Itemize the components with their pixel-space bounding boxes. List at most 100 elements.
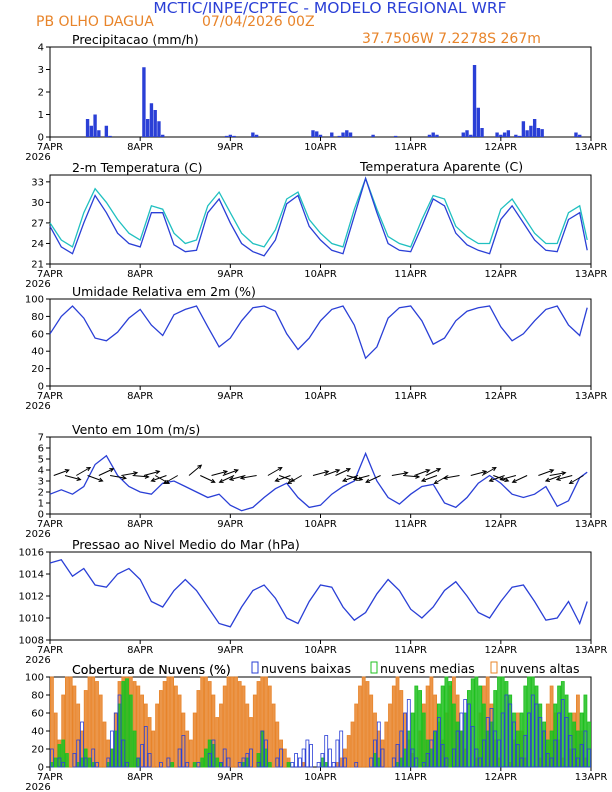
humidity-panel: 0 20 40 60 80 100 7APR 8APR 9APR 10APR 11APR 12APR 1… xyxy=(25,284,607,412)
cloud-legend-swatch xyxy=(490,661,498,674)
precip-bar xyxy=(435,134,439,137)
wind-arrow-head xyxy=(228,476,234,481)
cloud-bar-nuvens-baixas xyxy=(576,757,580,768)
precipitation-xtick-label: 13APR xyxy=(575,142,608,153)
wind-arrow xyxy=(421,475,438,482)
cloud-bar-nuvens-medias xyxy=(65,753,69,768)
wind-arrow-head xyxy=(403,471,409,476)
precipitation-xtick-label: 7APR xyxy=(37,142,63,153)
wind-arrow-head xyxy=(482,470,488,475)
temperature-ytick-label: 30 xyxy=(31,198,44,209)
precip-bar xyxy=(529,125,533,137)
wind-arrow xyxy=(151,475,167,482)
cloud-bar-nuvens-altas xyxy=(354,703,359,768)
cloud-bar-nuvens-baixas xyxy=(553,739,558,768)
wind-arrow xyxy=(470,470,487,476)
precip-bar xyxy=(495,132,499,137)
cloud-bar-nuvens-altas xyxy=(234,676,238,768)
cloud-cover-ytick-label: 20 xyxy=(31,745,44,756)
wind-arrow xyxy=(443,475,460,479)
wind-arrow-head xyxy=(499,476,505,481)
precip-bar xyxy=(371,134,375,137)
cloud-bar-nuvens-baixas xyxy=(83,757,88,768)
precip-bar xyxy=(465,130,469,137)
cloud-bar-nuvens-medias xyxy=(170,762,175,768)
cloud-bar-nuvens-altas xyxy=(237,681,242,768)
cloud-bar-nuvens-medias xyxy=(215,757,220,768)
wind-arrow xyxy=(143,470,160,476)
cloud-cover-xtick-label: 9APR xyxy=(217,772,243,783)
precip-bar xyxy=(469,134,473,137)
cloud-bar-nuvens-baixas xyxy=(399,730,404,768)
wind-arrow-head xyxy=(488,477,494,482)
cloud-bar-nuvens-medias xyxy=(192,762,197,768)
wind-arrow-head xyxy=(324,470,330,475)
station-coordinates: 37.7506W 7.2278S 267m xyxy=(362,31,541,47)
cloud-bar-nuvens-baixas xyxy=(140,744,145,768)
cloud-bar-nuvens-baixas xyxy=(376,721,381,768)
cloud-bar-nuvens-baixas xyxy=(121,739,126,768)
pressure-ytick-label: 1012 xyxy=(19,592,44,603)
cloud-bar-nuvens-altas xyxy=(252,694,257,768)
precipitation-title: Precipitacao (mm/h) xyxy=(72,32,199,47)
cloud-bar-nuvens-baixas xyxy=(177,748,182,768)
cloud-bar-nuvens-altas xyxy=(68,676,73,768)
cloud-bar-nuvens-baixas xyxy=(181,735,186,768)
precip-bar xyxy=(337,135,341,137)
wind-arrow xyxy=(346,475,363,481)
wind-ytick-label: 0 xyxy=(38,510,44,521)
cloud-bar-nuvens-baixas xyxy=(305,739,310,768)
precip-bar xyxy=(85,119,90,137)
wind-arrow xyxy=(229,475,246,481)
cloud-bar-nuvens-altas xyxy=(170,676,175,768)
cloud-bar-nuvens-baixas xyxy=(331,762,336,768)
wind-arrow xyxy=(342,475,359,482)
precip-bar xyxy=(232,135,236,137)
wind-arrow xyxy=(403,475,420,478)
cloud-bar-nuvens-baixas xyxy=(320,753,325,768)
wind-arrow xyxy=(493,475,509,482)
cloud-cover-title: Cobertura de Nuvens (%) xyxy=(72,662,231,677)
wind-arrow xyxy=(365,475,381,483)
wind-arrow-head xyxy=(491,466,497,472)
humidity-ytick-label: 40 xyxy=(31,347,44,358)
precip-bar xyxy=(315,131,319,137)
cloud-bar-nuvens-altas xyxy=(388,703,392,768)
precipitation-ytick-label: 3 xyxy=(38,65,44,76)
wind-arrow xyxy=(279,475,295,482)
cloud-bar-nuvens-baixas xyxy=(519,757,524,768)
precip-bar xyxy=(578,134,582,137)
wind-arrow xyxy=(53,469,69,476)
cloud-bar-nuvens-medias xyxy=(53,757,58,768)
cloud-legend-label: nuvens baixas xyxy=(261,661,351,676)
cloud-bar-nuvens-baixas xyxy=(433,730,438,768)
precipitation-xtick-label: 8APR xyxy=(127,142,153,153)
wind-arrow-head xyxy=(345,468,351,473)
cloud-bar-nuvens-baixas xyxy=(478,757,483,768)
cloud-bar-nuvens-baixas xyxy=(466,703,471,768)
cloud-bar-nuvens-baixas xyxy=(564,717,569,768)
wind-arrow xyxy=(545,475,562,482)
wind-arrow-head xyxy=(210,478,216,483)
cloud-bar-nuvens-baixas xyxy=(264,739,268,768)
cloud-bar-nuvens-altas xyxy=(361,676,366,768)
temperature-ytick-label: 21 xyxy=(31,260,44,271)
cloud-bar-nuvens-baixas xyxy=(50,748,54,768)
precip-bar xyxy=(345,130,349,137)
temperature-ytick-label: 24 xyxy=(31,239,44,250)
cloud-bar-nuvens-baixas xyxy=(538,717,543,768)
cloud-bar-nuvens-baixas xyxy=(106,757,111,768)
cloud-bar-nuvens-medias xyxy=(200,757,205,768)
wind-arrow-head xyxy=(433,479,439,485)
pressure-xtick-label: 8APR xyxy=(127,645,153,656)
precip-bar xyxy=(149,103,154,137)
wind-arrow xyxy=(275,475,291,482)
wind-arrow-head xyxy=(144,474,150,479)
cloud-bar-nuvens-baixas xyxy=(572,748,576,768)
cloud-bar-nuvens-altas xyxy=(369,694,374,768)
humidity-xtick-label: 7APR xyxy=(37,391,63,402)
wind-arrow-head xyxy=(504,477,510,482)
wind-arrow xyxy=(211,470,228,476)
wind-arrow xyxy=(481,467,497,476)
cloud-bar-nuvens-baixas xyxy=(241,757,246,768)
